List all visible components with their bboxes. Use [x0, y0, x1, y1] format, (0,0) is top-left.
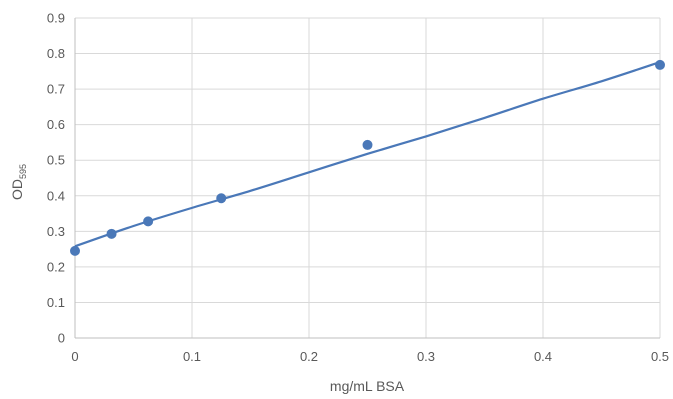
- x-tick-label: 0.5: [651, 349, 669, 364]
- y-tick-label: 0.1: [47, 295, 65, 310]
- y-tick-label: 0.2: [47, 259, 65, 274]
- y-axis-title-subscript: 595: [18, 164, 28, 179]
- y-tick-label: 0.3: [47, 224, 65, 239]
- y-axis-title-main: OD: [9, 179, 25, 200]
- data-point: [70, 245, 80, 256]
- x-tick-labels: 0 0.1 0.2 0.3 0.4 0.5: [71, 349, 669, 364]
- y-tick-label: 0.5: [47, 153, 65, 168]
- data-point: [362, 139, 373, 150]
- x-tick-label: 0.3: [417, 349, 435, 364]
- axes: [74, 18, 660, 339]
- trendline: [74, 61, 661, 248]
- data-point: [106, 228, 117, 239]
- y-tick-label: 0.6: [47, 117, 65, 132]
- x-tick-label: 0.1: [183, 349, 201, 364]
- data-points: [70, 59, 665, 256]
- x-tick-label: 0: [71, 349, 78, 364]
- data-point: [143, 216, 154, 227]
- y-tick-labels: 0 0.1 0.2 0.3 0.4 0.5 0.6 0.7 0.8 0.9: [47, 11, 65, 346]
- y-axis-title: OD595: [9, 164, 28, 200]
- y-tick-label: 0.9: [47, 11, 65, 26]
- grid-lines: [75, 17, 661, 338]
- data-point: [655, 59, 665, 70]
- y-tick-label: 0.4: [47, 188, 65, 203]
- y-tick-label: 0.7: [47, 82, 65, 97]
- x-tick-label: 0.2: [300, 349, 318, 364]
- y-tick-label: 0: [58, 331, 65, 346]
- y-tick-label: 0.8: [47, 46, 65, 61]
- x-tick-label: 0.4: [534, 349, 552, 364]
- data-point: [216, 193, 227, 204]
- x-axis-title: mg/mL BSA: [330, 378, 405, 394]
